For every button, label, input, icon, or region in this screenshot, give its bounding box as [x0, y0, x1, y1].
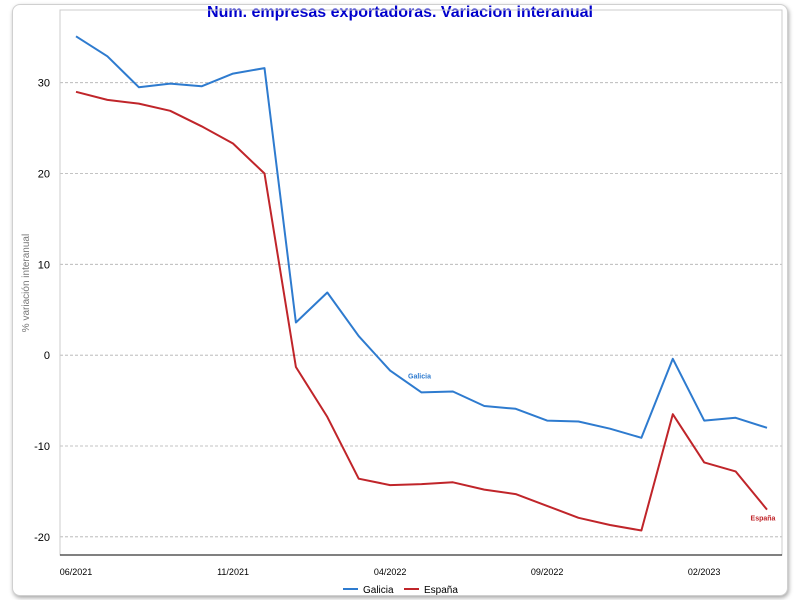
x-tick-label: 09/2022 [531, 567, 564, 577]
y-tick-label: -20 [34, 532, 50, 544]
legend-label: Galicia [363, 585, 394, 596]
x-tick-label: 11/2021 [217, 567, 249, 577]
grid-lines [60, 82, 782, 538]
series-lines [75, 35, 768, 532]
series-labels: Galicia España [408, 373, 776, 522]
y-tick-label: 0 [44, 350, 50, 362]
x-tick-label: 04/2022 [374, 567, 407, 577]
y-tick-label: 30 [38, 78, 50, 90]
x-tick-labels: 06/2021 11/2021 04/2022 09/2022 02/2023 [60, 567, 721, 577]
series-inline-label: Galicia [408, 373, 431, 380]
x-tick-label: 06/2021 [60, 567, 93, 577]
series-line-espaa [75, 90, 768, 532]
plot-area-border [59, 9, 783, 556]
legend: Galicia España [343, 585, 458, 596]
chart-title: Num. empresas exportadoras. Variacion in… [207, 4, 593, 21]
chart-frame [12, 4, 788, 596]
y-tick-label: 20 [38, 169, 50, 181]
y-tick-label: 10 [38, 259, 50, 271]
y-tick-labels: 30 20 10 0 -10 -20 [34, 78, 50, 544]
legend-label: España [424, 585, 458, 596]
y-tick-label: -10 [34, 441, 50, 453]
x-tick-label: 02/2023 [688, 567, 721, 577]
y-axis-label: % variación interanual [21, 234, 32, 332]
series-inline-label: España [751, 516, 776, 523]
